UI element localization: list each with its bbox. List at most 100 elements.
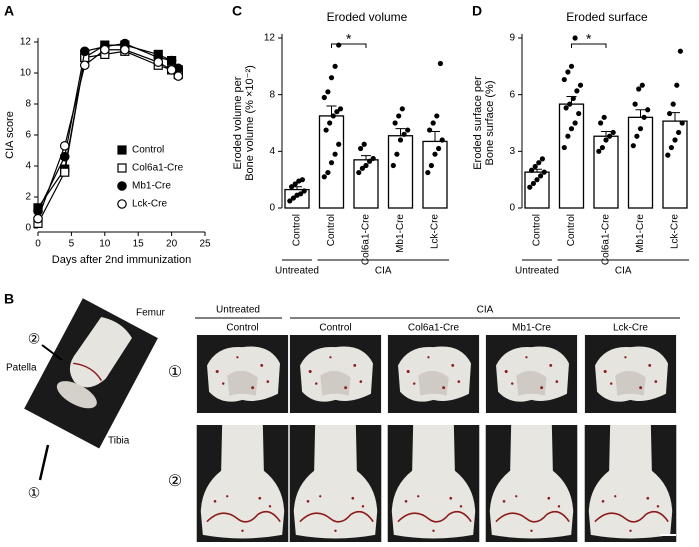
y-tick-label: 4 (25, 161, 31, 172)
data-point (427, 127, 433, 133)
y-tick-label: 12 (20, 37, 32, 48)
data-point (336, 141, 342, 147)
data-point (665, 152, 671, 158)
y-tick-label: 12 (264, 33, 276, 44)
bone-image (288, 425, 383, 542)
data-point (399, 106, 405, 112)
data-point (563, 105, 569, 111)
data-point (321, 94, 327, 101)
series-line (37, 50, 179, 224)
data-point (358, 145, 364, 152)
data-point (370, 155, 376, 162)
data-point (527, 184, 533, 190)
data-point (536, 160, 542, 166)
panel-label: B (4, 291, 14, 307)
data-point (645, 107, 651, 113)
error-bar (361, 155, 371, 160)
y-tick-label: 9 (509, 33, 515, 44)
data-point (672, 137, 678, 143)
arrow (38, 444, 50, 481)
data-point (321, 174, 327, 180)
data-point (679, 120, 685, 126)
legend-marker (117, 145, 127, 155)
data-point (292, 181, 298, 187)
data-point (574, 88, 580, 94)
data-point (596, 148, 602, 154)
y-tick-label: 6 (509, 89, 515, 100)
data-point (325, 169, 331, 176)
data-point (639, 82, 645, 88)
panel-label: C (232, 3, 242, 19)
data-point (437, 60, 443, 67)
group-label: CIA (615, 266, 632, 277)
data-point (532, 163, 538, 170)
schematic-label: Femur (136, 308, 166, 319)
panel-label: D (472, 3, 482, 19)
y-tick-label: 6 (25, 130, 31, 141)
data-point (572, 35, 578, 41)
panel-label: A (4, 3, 14, 19)
data-point (667, 110, 673, 117)
x-tick-label: 5 (69, 239, 75, 250)
data-point (634, 133, 640, 139)
data-point (598, 120, 604, 126)
bone-image (196, 335, 289, 413)
y-tick-label: 8 (25, 99, 31, 110)
marker (33, 213, 43, 224)
data-point (674, 82, 680, 88)
bone-image (195, 425, 290, 542)
x-tick-label: Lck-Cre (670, 214, 681, 249)
error-bar (601, 131, 611, 137)
x-tick-label: Control (292, 214, 303, 246)
data-point (576, 110, 582, 117)
view-label: ② (28, 331, 41, 347)
significance-label: * (346, 31, 352, 47)
bone-image (485, 335, 578, 413)
series-line (37, 49, 179, 219)
data-point (539, 156, 546, 162)
data-point (323, 127, 329, 133)
panel-b: B Femur Patella Tibia ② ① Untreated CIA … (4, 291, 680, 501)
data-point (607, 133, 613, 139)
marker (79, 60, 90, 71)
data-point (434, 113, 440, 119)
data-point (529, 167, 535, 173)
data-point (289, 184, 295, 190)
error-bar (430, 131, 440, 142)
y-tick-label: 0 (269, 203, 275, 214)
data-point (394, 151, 400, 157)
row-label: ② (168, 473, 182, 490)
y-tick-label: 3 (509, 146, 515, 157)
data-point (599, 144, 606, 151)
data-point (330, 113, 336, 119)
data-point (603, 137, 609, 143)
data-point (641, 114, 647, 120)
data-point (677, 48, 684, 54)
legend-label: Mb1-Cre (132, 181, 171, 192)
data-point (636, 86, 642, 92)
data-point (356, 169, 362, 176)
significance-bracket (331, 43, 367, 48)
data-point (336, 42, 342, 48)
y-tick-label: 8 (269, 89, 275, 100)
y-tick-label: 4 (269, 146, 275, 157)
data-point (572, 120, 578, 126)
data-point (538, 173, 544, 179)
row-label: ① (168, 364, 182, 381)
x-tick-label: 0 (35, 239, 41, 250)
bone-image (583, 425, 678, 542)
legend-label: Col6a1-Cre (132, 163, 184, 174)
bone-image (584, 335, 677, 413)
data-point (436, 145, 442, 152)
x-tick-label: Control (532, 214, 543, 246)
data-point (568, 63, 575, 69)
bar (558, 103, 585, 209)
marker (166, 65, 177, 75)
schematic-label: Patella (6, 363, 37, 374)
marker (120, 44, 130, 55)
data-point (630, 143, 636, 149)
x-tick-label: Mb1-Cre (635, 214, 646, 253)
marker (59, 141, 70, 151)
legend-marker (117, 199, 127, 209)
group-label: Untreated (275, 266, 319, 277)
